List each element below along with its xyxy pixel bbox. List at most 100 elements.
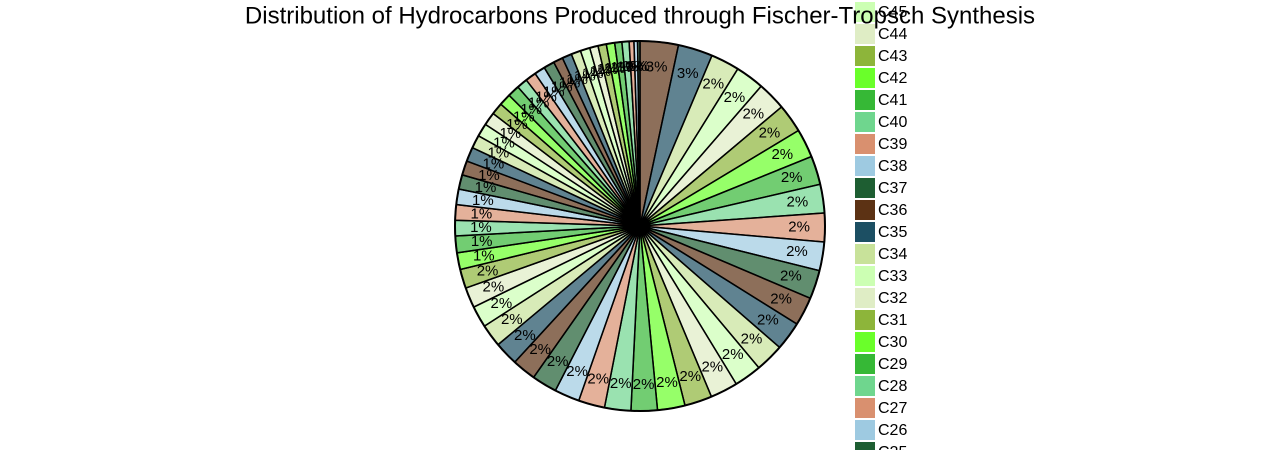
- slice-label: 2%: [786, 243, 808, 260]
- legend-label: C44: [878, 26, 907, 43]
- slice-label: 1%: [520, 101, 542, 118]
- slice-label: 2%: [656, 374, 678, 391]
- slice-label: 1%: [499, 125, 521, 142]
- slice-label: 2%: [788, 218, 810, 235]
- slice-label: 2%: [501, 311, 523, 328]
- slice-label: 1%: [589, 63, 611, 80]
- slice-label: 2%: [482, 279, 504, 296]
- legend-swatch: [855, 442, 875, 450]
- legend-label: C41: [878, 92, 907, 109]
- slice-label: 1%: [566, 71, 588, 88]
- slice-label: 2%: [477, 262, 499, 279]
- legend-swatch: [855, 376, 875, 396]
- legend-label: C43: [878, 48, 907, 65]
- slice-label: 1%: [559, 74, 581, 91]
- legend-swatch: [855, 398, 875, 418]
- slice-label: 0%: [628, 58, 650, 75]
- slice-label: 1%: [472, 192, 494, 209]
- slice-label: 1%: [610, 59, 632, 76]
- legend-swatch: [855, 24, 875, 44]
- slice-label: 2%: [491, 295, 513, 312]
- legend-swatch: [855, 178, 875, 198]
- slice-label: 2%: [786, 193, 808, 210]
- slice-label: 3%: [677, 65, 699, 82]
- slice-label: 1%: [470, 219, 492, 236]
- slice-label: 1%: [493, 134, 515, 151]
- legend-label: C29: [878, 356, 907, 373]
- legend-label: C35: [878, 224, 907, 241]
- legend-swatch: [855, 156, 875, 176]
- slice-label: 2%: [610, 375, 632, 392]
- slice-label: 1%: [543, 83, 565, 100]
- legend-label: C38: [878, 158, 907, 175]
- slice-label: 2%: [514, 327, 536, 344]
- legend-label: C39: [878, 136, 907, 153]
- slice-label: 2%: [781, 169, 803, 186]
- legend-swatch: [855, 2, 875, 22]
- slice-label: 2%: [547, 353, 569, 370]
- legend-label: C30: [878, 334, 907, 351]
- legend-swatch: [855, 244, 875, 264]
- slice-label: 2%: [741, 330, 763, 347]
- legend-label: C28: [878, 378, 907, 395]
- legend-swatch: [855, 112, 875, 132]
- slice-label: 1%: [597, 61, 619, 78]
- legend-label: C27: [878, 400, 907, 417]
- pie-labels: 3% 3%2%2%2%2%2%2%2%2%2%2%2%2%2%2%2%2%2%2%…: [470, 58, 810, 393]
- legend-swatch: [855, 332, 875, 352]
- legend-label: C25: [878, 444, 907, 450]
- legend: C46C45C44C43C42C41C40C39C38C37C36C35C34C…: [855, 2, 907, 450]
- legend-swatch: [855, 134, 875, 154]
- legend-swatch: [855, 200, 875, 220]
- slice-label: 1%: [617, 58, 639, 75]
- slice-label: 1%: [470, 205, 492, 222]
- slice-label: 1%: [506, 116, 528, 133]
- slice-label: 1%: [471, 233, 493, 250]
- slice-label: 1%: [582, 65, 604, 82]
- legend-label: C36: [878, 202, 907, 219]
- legend-label: C31: [878, 312, 907, 329]
- slice-label: 2%: [633, 376, 655, 393]
- slice-label: 1%: [482, 155, 504, 172]
- slice-label: 2%: [679, 368, 701, 385]
- legend-swatch: [855, 90, 875, 110]
- slice-label: 2%: [780, 267, 802, 284]
- slice-label: 2%: [757, 312, 779, 329]
- slice-label: 1%: [551, 78, 573, 95]
- slice-label: 2%: [771, 146, 793, 163]
- slice-label: 3%: [646, 59, 668, 76]
- legend-swatch: [855, 288, 875, 308]
- slice-label: 2%: [529, 341, 551, 358]
- slice-label: 2%: [587, 371, 609, 388]
- slice-label: 1%: [488, 144, 510, 161]
- pie: [454, 40, 826, 412]
- legend-label: C42: [878, 70, 907, 87]
- legend-label: C45: [878, 4, 907, 21]
- slice-label: 0%: [626, 58, 648, 75]
- slice-label: 2%: [701, 359, 723, 376]
- legend-swatch: [855, 266, 875, 286]
- legend-swatch: [855, 420, 875, 440]
- slice-label: 2%: [722, 346, 744, 363]
- legend-label: C40: [878, 114, 907, 131]
- slice-label: 1%: [478, 167, 500, 184]
- slice-label: 2%: [702, 76, 724, 93]
- legend-label: C37: [878, 180, 907, 197]
- slice-label: 1%: [574, 68, 596, 85]
- legend-swatch: [855, 354, 875, 374]
- legend-label: C34: [878, 246, 907, 263]
- slice-label: 1%: [604, 60, 626, 77]
- slice-label: 2%: [770, 290, 792, 307]
- slice-label: 1%: [475, 179, 497, 196]
- slice-label: 1%: [535, 89, 557, 106]
- slice-label: 2%: [566, 363, 588, 380]
- slice-label: 1%: [528, 94, 550, 111]
- slice-label: 2%: [724, 89, 746, 106]
- legend-swatch: [855, 46, 875, 66]
- legend-label: C32: [878, 290, 907, 307]
- pie-outline: [454, 40, 826, 412]
- legend-label: C33: [878, 268, 907, 285]
- slice-label: 0%: [622, 58, 644, 75]
- chart-title: Distribution of Hydrocarbons Produced th…: [245, 2, 1035, 29]
